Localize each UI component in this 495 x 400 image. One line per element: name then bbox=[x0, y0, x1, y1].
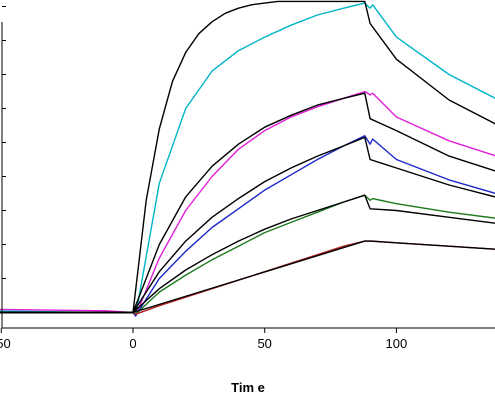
data-curve-2 bbox=[0, 134, 495, 317]
fit-curve-8 bbox=[0, 194, 495, 314]
x-tick-label-4: 100 bbox=[386, 336, 408, 351]
fit-curve-7 bbox=[0, 136, 495, 314]
fit-curve-5 bbox=[0, 0, 495, 314]
x-axis-label: Tim e bbox=[231, 380, 265, 395]
fit-curve-6 bbox=[0, 92, 495, 314]
series-layer bbox=[0, 0, 495, 317]
data-curve-0 bbox=[0, 2, 495, 317]
x-tick-label-1: -50 bbox=[0, 336, 11, 351]
data-curve-1 bbox=[0, 90, 495, 317]
fit-curve-9 bbox=[0, 240, 495, 314]
x-tick-label-2: 0 bbox=[129, 336, 136, 351]
x-tick-label-3: 50 bbox=[257, 336, 271, 351]
